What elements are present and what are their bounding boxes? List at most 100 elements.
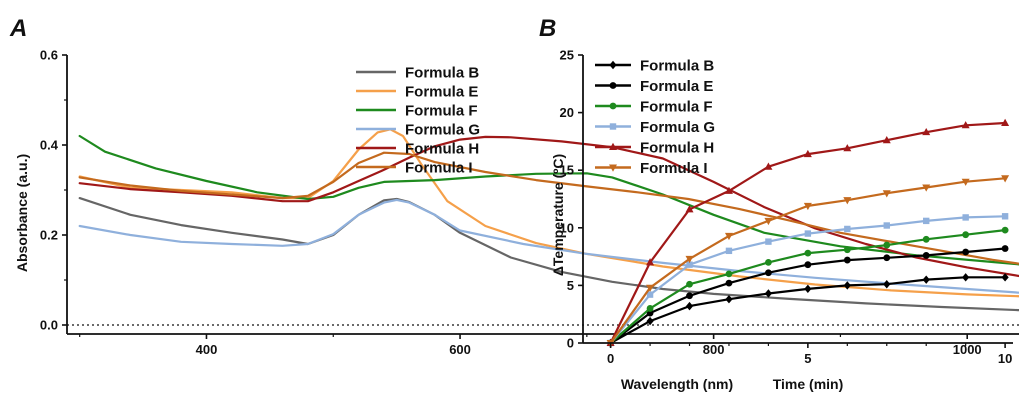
panel-b-point-formula-f bbox=[883, 241, 891, 249]
panel-b-point-formula-b bbox=[843, 281, 851, 290]
panel-b-point-formula-b bbox=[922, 275, 930, 284]
panel-b-series-formula-g bbox=[607, 213, 1009, 347]
panel-a-legend-label: Formula F bbox=[405, 103, 478, 120]
panel-b-y-tick-label: 15 bbox=[560, 163, 574, 178]
panel-b-y-tick-label: 25 bbox=[560, 48, 574, 63]
panel-b-y-tick-label: 10 bbox=[560, 220, 574, 235]
panel-a-y-tick-label: 0.4 bbox=[40, 138, 59, 153]
panel-b-point-formula-e bbox=[686, 292, 693, 300]
panel-a-legend-item: Formula B bbox=[356, 65, 479, 82]
panel-b-point-formula-h bbox=[1001, 118, 1010, 126]
panel-a-series-formula-i bbox=[78, 151, 1019, 265]
panel-a-x-tick-label: 1000 bbox=[953, 342, 982, 357]
panel-b-point-formula-g bbox=[804, 230, 812, 237]
panel-b-legend-item: Formula F bbox=[595, 99, 713, 116]
panel-b-x-tick-label: 0 bbox=[607, 351, 614, 366]
panel-b-point-formula-b bbox=[725, 295, 733, 304]
panel-b-legend-marker bbox=[609, 60, 617, 70]
panel-b-legend-label: Formula B bbox=[640, 58, 714, 75]
panel-b-point-formula-e bbox=[843, 256, 851, 264]
panel-b-point-formula-h bbox=[685, 205, 694, 213]
panel-b-series-formula-i bbox=[606, 175, 1010, 348]
panel-b-point-formula-f bbox=[843, 246, 851, 254]
panel-b-point-formula-g bbox=[962, 214, 969, 221]
panel-b-point-formula-e bbox=[883, 254, 891, 262]
panel-b-letter: B bbox=[539, 15, 556, 42]
panel-b-point-formula-g bbox=[844, 225, 851, 233]
panel-b-legend: Formula B Formula E Formula F Formula G Form… bbox=[595, 58, 715, 177]
panel-b-point-formula-i bbox=[961, 178, 970, 186]
panel-b-point-formula-b bbox=[685, 301, 694, 311]
panel-b-plot-area bbox=[606, 118, 1010, 348]
panel-b-point-formula-h bbox=[843, 144, 852, 152]
panel-b-point-formula-i bbox=[764, 217, 773, 226]
panel-a-series-formula-g bbox=[78, 198, 1019, 294]
panel-b-point-formula-i bbox=[922, 184, 931, 192]
panel-b-point-formula-e bbox=[765, 269, 772, 277]
panel-b-legend-item: Formula G bbox=[595, 119, 715, 136]
panel-b-x-tick-label: 10 bbox=[998, 351, 1012, 366]
panel-a-y-tick-label: 0.2 bbox=[40, 228, 58, 243]
panel-b-legend-marker bbox=[609, 123, 617, 130]
panel-b-point-formula-i bbox=[803, 202, 812, 211]
panel-b-point-formula-f bbox=[962, 231, 970, 239]
panel-b-point-formula-e bbox=[725, 279, 733, 287]
panel-b-legend-marker bbox=[609, 102, 617, 110]
panel-b-point-formula-i bbox=[646, 284, 655, 292]
panel-b-axes: 0 5 10 0 5 10 15 20 25 bbox=[560, 48, 1013, 366]
panel-b-point-formula-g bbox=[646, 291, 654, 298]
panel-a-x-tick-label: 600 bbox=[449, 342, 471, 357]
panel-b-x-axis-label: Time (min) bbox=[773, 376, 844, 392]
panel-b-y-tick-label: 0 bbox=[567, 336, 574, 351]
panel-a-legend-item: Formula G bbox=[356, 122, 480, 139]
panel-b-point-formula-g bbox=[1001, 213, 1009, 220]
panel-b-point-formula-e bbox=[1001, 245, 1009, 252]
panel-a-y-axis-label: Absorbance (a.u.) bbox=[14, 154, 30, 272]
panel-b-point-formula-e bbox=[962, 248, 970, 256]
panel-b: B 0 5 10 0 5 10 15 20 25 Time (min) ΔTemperature… bbox=[539, 15, 1013, 392]
panel-b-point-formula-g bbox=[923, 217, 930, 225]
panel-b-x-tick-label: 5 bbox=[804, 351, 811, 366]
panel-b-point-formula-g bbox=[686, 261, 693, 268]
panel-b-point-formula-i bbox=[724, 232, 733, 241]
panel-b-y-tick-label: 5 bbox=[567, 278, 574, 293]
panel-b-series-formula-e bbox=[607, 245, 1009, 347]
panel-b-point-formula-f bbox=[1001, 226, 1009, 234]
panel-b-y-axis-label: ΔTemperature (ºC) bbox=[550, 154, 566, 276]
panel-a-legend: Formula B Formula E Formula F Formula G Form… bbox=[356, 65, 480, 177]
panel-a-x-tick-label: 800 bbox=[703, 342, 725, 357]
panel-b-point-formula-g bbox=[725, 247, 733, 255]
panel-a-legend-label: Formula E bbox=[405, 84, 478, 101]
panel-b-point-formula-f bbox=[804, 249, 812, 257]
panel-a-line-formula-h bbox=[78, 135, 1019, 278]
panel-b-legend-label: Formula G bbox=[640, 119, 715, 136]
panel-b-point-formula-b bbox=[1001, 273, 1009, 282]
panel-b-point-formula-h bbox=[922, 127, 931, 136]
panel-a-legend-item: Formula H bbox=[356, 141, 479, 158]
panel-b-point-formula-h bbox=[724, 186, 733, 194]
panel-a-x-axis-label: Wavelength (nm) bbox=[621, 376, 733, 392]
panel-b-point-formula-f bbox=[922, 235, 930, 243]
panel-a-legend-label: Formula H bbox=[405, 141, 479, 158]
panel-a-axes: 400 600 800 1000 0.0 0.2 0.4 0.6 bbox=[40, 48, 1019, 357]
panel-b-series-formula-h bbox=[606, 118, 1010, 346]
panel-a-legend-label: Formula G bbox=[405, 122, 480, 139]
panel-b-point-formula-h bbox=[961, 121, 970, 129]
panel-a-y-tick-label: 0.6 bbox=[40, 48, 58, 63]
panel-b-point-formula-h bbox=[882, 136, 891, 144]
panel-b-legend-item: Formula E bbox=[595, 78, 713, 95]
panel-a-x-tick-label: 400 bbox=[196, 342, 218, 357]
panel-b-point-formula-f bbox=[765, 258, 772, 266]
panel-b-point-formula-i bbox=[882, 190, 891, 198]
panel-b-legend-label: Formula F bbox=[640, 99, 713, 116]
panel-b-point-formula-b bbox=[883, 280, 891, 289]
panel-b-point-formula-f bbox=[725, 270, 733, 278]
panel-b-point-formula-b bbox=[646, 316, 654, 326]
panel-b-legend-label: Formula I bbox=[640, 160, 708, 177]
panel-b-point-formula-i bbox=[685, 255, 694, 264]
panel-a-legend-label: Formula B bbox=[405, 65, 479, 82]
panel-b-legend-item: Formula H bbox=[595, 140, 714, 157]
panel-b-point-formula-h bbox=[803, 149, 812, 158]
panel-b-series-formula-b bbox=[607, 273, 1009, 348]
